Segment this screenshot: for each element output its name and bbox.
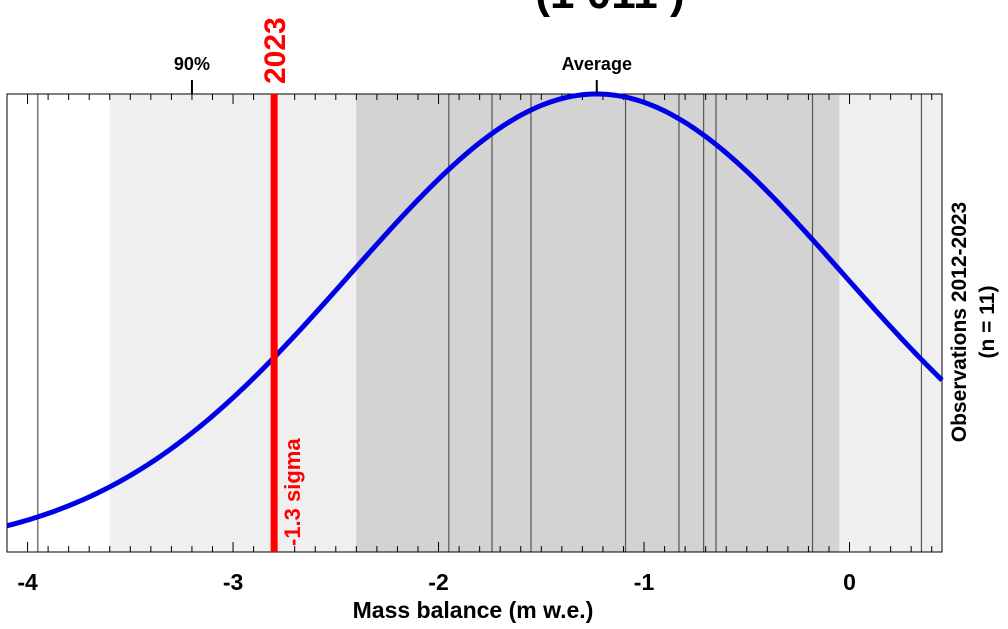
- average-label: Average: [562, 54, 632, 74]
- observation-lines: [37, 94, 923, 552]
- x-tick-label: -2: [428, 569, 448, 595]
- x-tick-labels: -4 -3 -2 -1 0: [17, 569, 856, 595]
- x-tick-label: -4: [17, 569, 38, 595]
- bands-layer: [109, 94, 942, 552]
- highlight-year-label: 2023: [259, 17, 292, 84]
- percentile-label: 90%: [174, 54, 210, 74]
- x-tick-label: 0: [843, 569, 856, 595]
- x-axis-label: Mass balance (m w.e.): [353, 597, 594, 623]
- y-axis-count-label: (n = 11): [976, 286, 999, 359]
- normal-distribution-curve: [6, 91, 944, 529]
- sigma-annotation: -1.3 sigma: [280, 438, 305, 546]
- y-axis-label: Observations 2012-2023: [948, 202, 971, 442]
- band-sigma: [356, 94, 840, 552]
- x-tick-label: -1: [634, 569, 655, 595]
- x-tick-label: -3: [223, 569, 243, 595]
- plot-frame: [6, 93, 943, 553]
- chart-title: (1 011 ): [535, 0, 684, 18]
